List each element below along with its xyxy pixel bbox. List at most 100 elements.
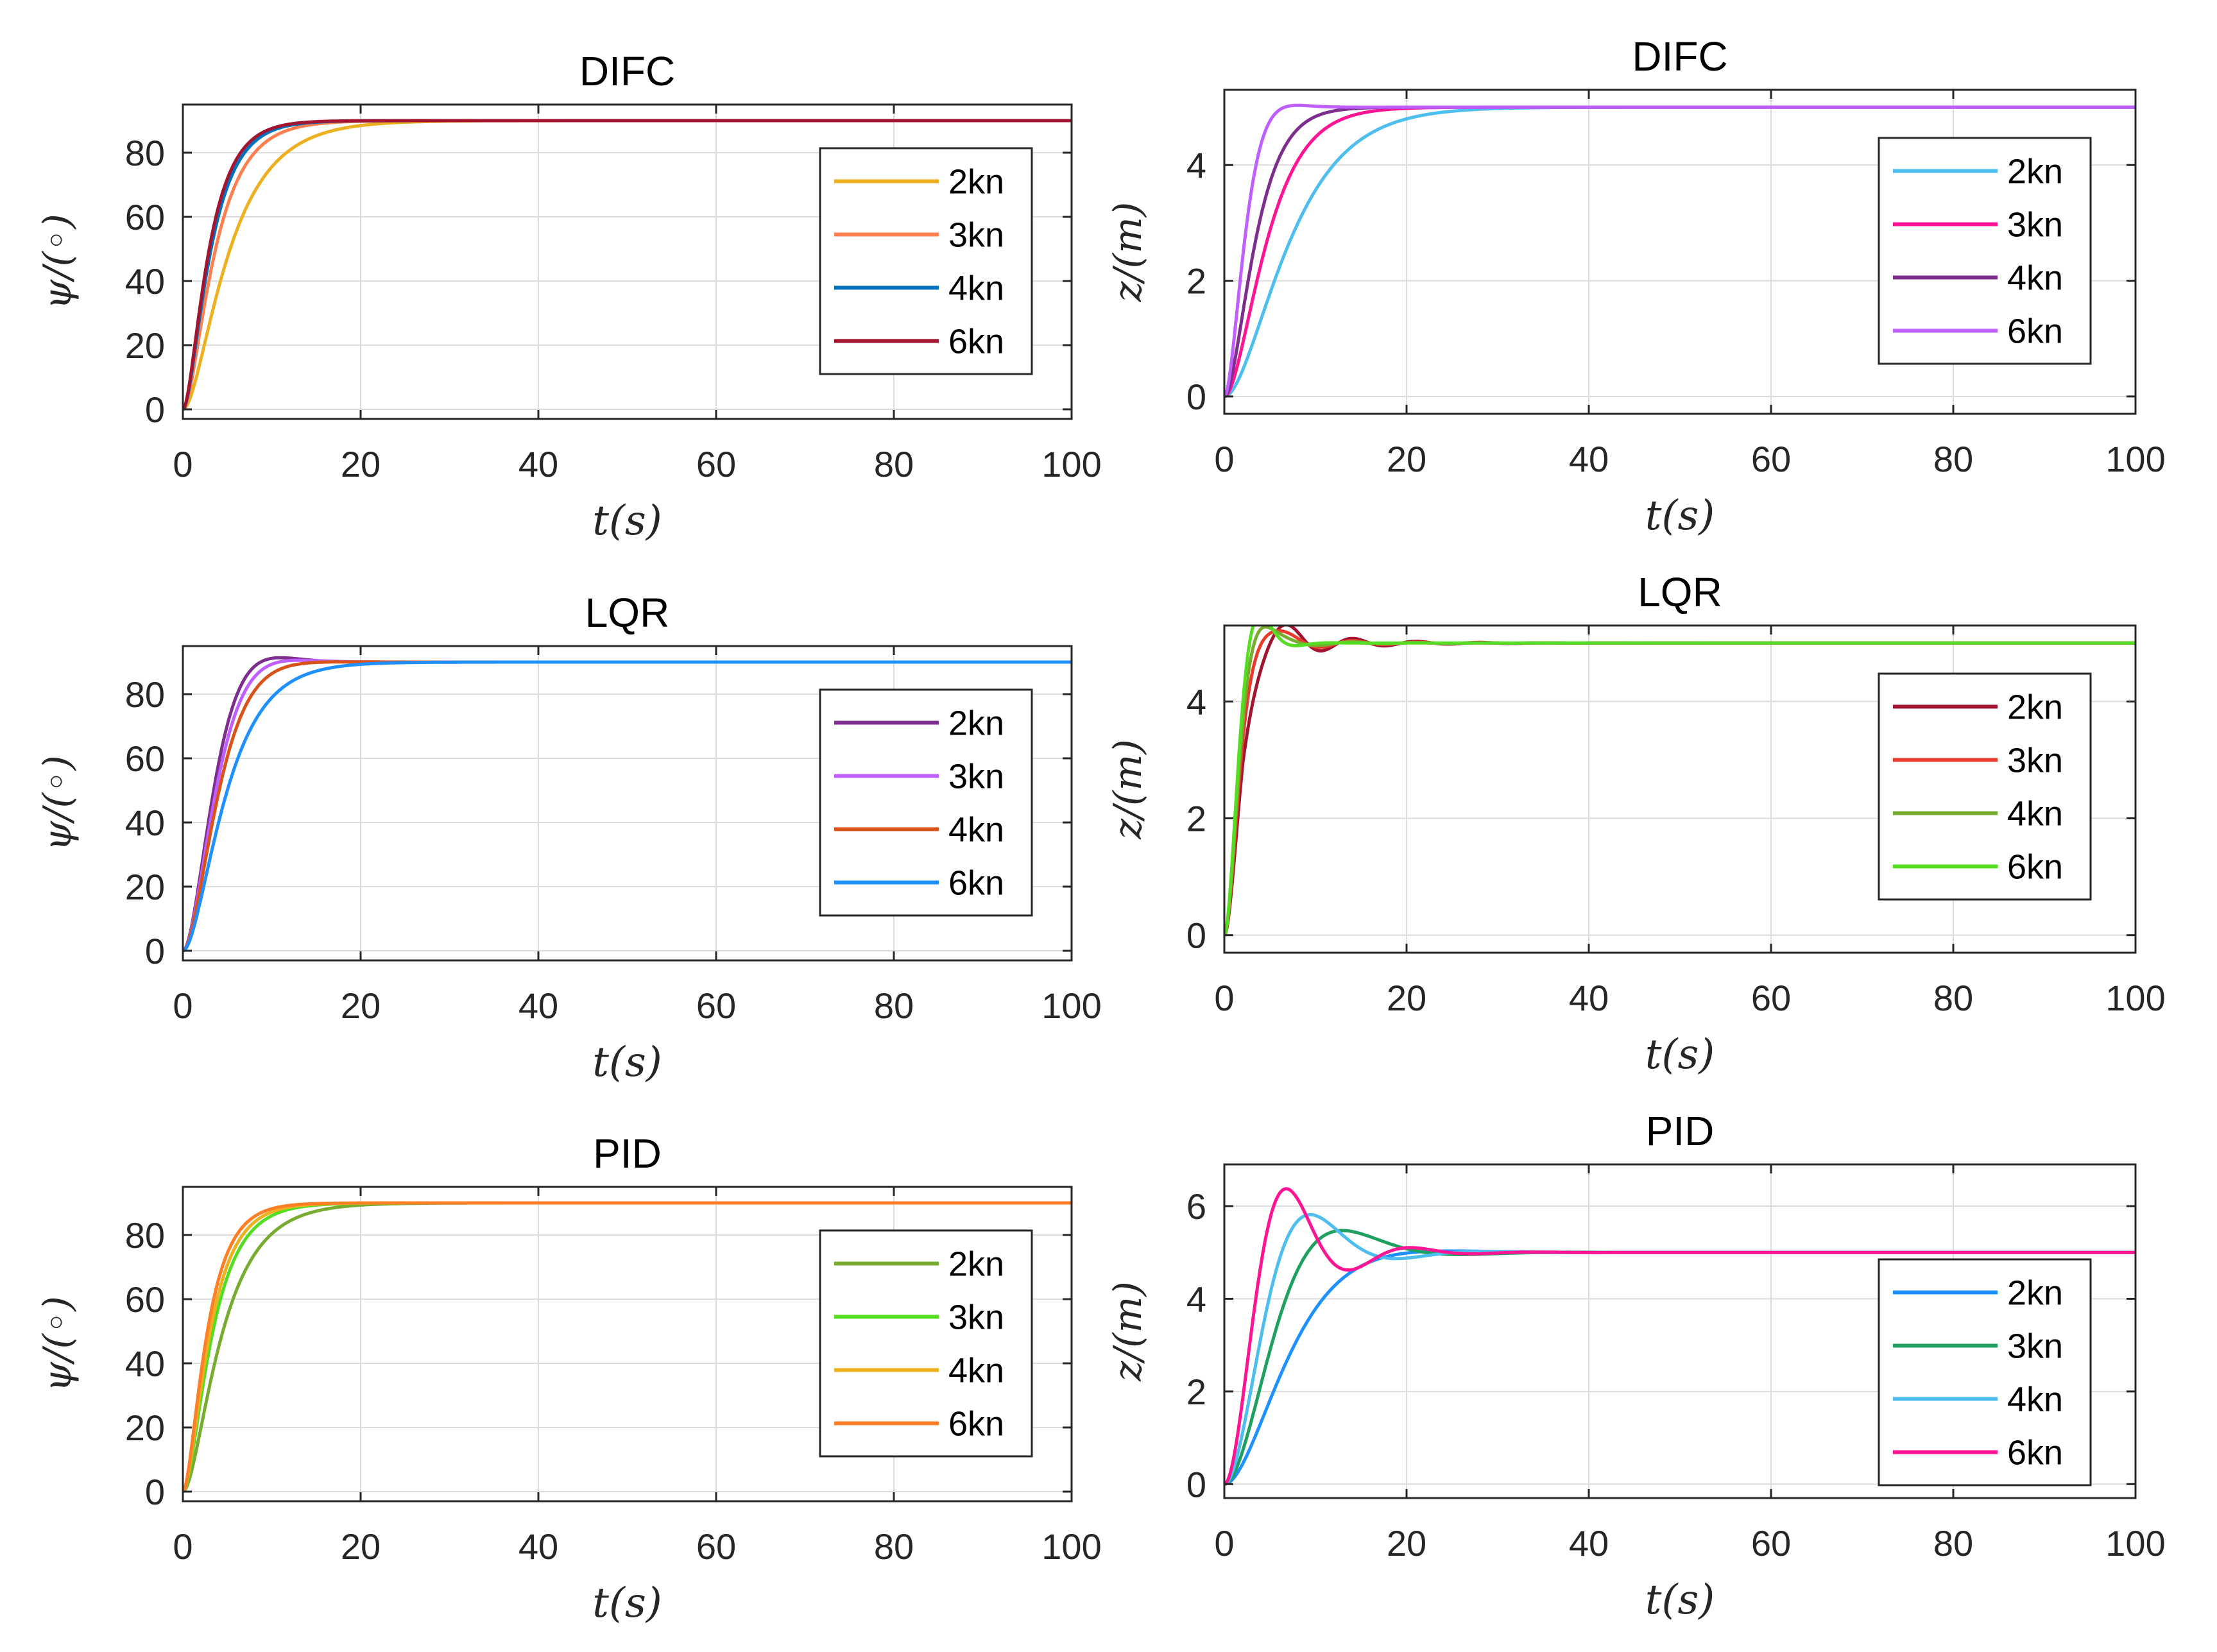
x-tick-label: 40 — [518, 444, 558, 484]
x-tick-label: 20 — [341, 1526, 381, 1567]
x-tick-label: 100 — [2105, 1523, 2165, 1563]
x-tick-label: 60 — [1751, 1523, 1791, 1563]
legend: 2kn 3kn 4kn 6kn — [1879, 674, 2091, 899]
y-tick-label: 0 — [1186, 377, 1206, 417]
legend-label-4kn: 4kn — [948, 269, 1004, 308]
legend-label-4kn: 4kn — [2007, 1381, 2063, 1419]
y-tick-label: 6 — [1186, 1186, 1206, 1227]
x-tick-label: 0 — [173, 1526, 193, 1567]
legend-label-2kn: 2kn — [948, 163, 1004, 201]
x-tick-label: 20 — [341, 444, 381, 484]
legend-label-6kn: 6kn — [2007, 848, 2063, 887]
x-tick-label: 20 — [1387, 439, 1426, 479]
legend-label-3kn: 3kn — [2007, 742, 2063, 780]
chart-title: DIFC — [1632, 33, 1727, 80]
y-tick-label: 0 — [145, 1472, 165, 1512]
legend: 2kn 3kn 4kn 6kn — [1879, 1259, 2091, 1485]
y-tick-label: 80 — [125, 674, 165, 715]
x-tick-label: 20 — [1387, 1523, 1426, 1563]
legend-label-2kn: 2kn — [948, 1245, 1004, 1284]
legend-label-6kn: 6kn — [2007, 312, 2063, 351]
legend-label-2kn: 2kn — [2007, 153, 2063, 191]
x-tick-label: 60 — [696, 1526, 736, 1567]
x-tick-label: 80 — [1933, 1523, 1973, 1563]
y-tick-label: 20 — [125, 1408, 165, 1448]
x-axis-label: t(s) — [592, 1580, 662, 1627]
x-tick-label: 40 — [518, 985, 558, 1026]
x-tick-label: 80 — [874, 985, 914, 1026]
y-tick-label: 60 — [125, 1279, 165, 1320]
x-axis-label: t(s) — [1645, 492, 1715, 540]
x-tick-label: 40 — [518, 1526, 558, 1567]
y-tick-label: 4 — [1186, 681, 1206, 722]
x-axis-label: t(s) — [592, 1039, 662, 1086]
x-tick-label: 80 — [1933, 978, 1973, 1018]
legend-label-3kn: 3kn — [948, 216, 1004, 255]
x-tick-label: 0 — [1214, 439, 1234, 479]
y-tick-label: 40 — [125, 261, 165, 302]
chart-title: PID — [593, 1130, 662, 1177]
y-axis-label: z/(m) — [1106, 1281, 1151, 1382]
y-tick-label: 20 — [125, 325, 165, 366]
legend-label-2kn: 2kn — [2007, 688, 2063, 727]
x-tick-label: 0 — [173, 444, 193, 484]
x-axis-label: t(s) — [1645, 1031, 1715, 1078]
chart-title: LQR — [1638, 569, 1722, 615]
legend: 2kn 3kn 4kn 6kn — [820, 1230, 1032, 1456]
chart-title: LQR — [585, 590, 670, 636]
legend-label-6kn: 6kn — [948, 323, 1004, 361]
y-tick-label: 4 — [1186, 145, 1206, 185]
x-tick-label: 20 — [341, 985, 381, 1026]
legend: 2kn 3kn 4kn 6kn — [820, 690, 1032, 915]
y-axis-label: ψ/(◦) — [35, 214, 80, 309]
x-tick-label: 80 — [1933, 439, 1973, 479]
y-tick-label: 0 — [145, 931, 165, 971]
x-tick-label: 100 — [1041, 1526, 1101, 1567]
y-tick-label: 2 — [1186, 261, 1206, 302]
y-tick-label: 0 — [1186, 1464, 1206, 1504]
x-tick-label: 80 — [874, 444, 914, 484]
legend-label-6kn: 6kn — [948, 864, 1004, 903]
y-axis-label: ψ/(◦) — [35, 755, 80, 851]
legend-label-3kn: 3kn — [948, 758, 1004, 796]
y-axis-label: ψ/(◦) — [35, 1296, 80, 1392]
y-tick-label: 2 — [1186, 799, 1206, 839]
legend-label-4kn: 4kn — [2007, 795, 2063, 833]
legend-label-4kn: 4kn — [948, 1352, 1004, 1390]
x-axis-label: t(s) — [1645, 1576, 1715, 1624]
y-tick-label: 0 — [1186, 915, 1206, 956]
y-tick-label: 0 — [145, 389, 165, 430]
y-axis-label: z/(m) — [1106, 202, 1151, 303]
legend: 2kn 3kn 4kn 6kn — [1879, 138, 2091, 364]
legend-label-6kn: 6kn — [2007, 1434, 2063, 1472]
x-tick-label: 60 — [696, 985, 736, 1026]
legend-label-2kn: 2kn — [948, 704, 1004, 743]
x-tick-label: 0 — [1214, 978, 1234, 1018]
x-tick-label: 0 — [173, 985, 193, 1026]
x-tick-label: 20 — [1387, 978, 1426, 1018]
x-tick-label: 100 — [2105, 978, 2165, 1018]
figure: 0 20 40 60 80 100020406080DIFCt(s)ψ/(◦)2kn3kn… — [0, 0, 2217, 1652]
x-tick-label: 80 — [874, 1526, 914, 1567]
y-tick-label: 40 — [125, 1343, 165, 1384]
x-tick-label: 0 — [1214, 1523, 1234, 1563]
legend-label-4kn: 4kn — [2007, 259, 2063, 298]
x-tick-label: 40 — [1569, 1523, 1609, 1563]
y-tick-label: 60 — [125, 197, 165, 237]
y-tick-label: 40 — [125, 803, 165, 843]
x-tick-label: 40 — [1569, 439, 1609, 479]
x-tick-label: 40 — [1569, 978, 1609, 1018]
x-tick-label: 100 — [1041, 985, 1101, 1026]
x-tick-label: 60 — [1751, 439, 1791, 479]
y-axis-label: z/(m) — [1106, 739, 1151, 840]
x-tick-label: 60 — [696, 444, 736, 484]
x-tick-label: 100 — [2105, 439, 2165, 479]
chart-title: PID — [1646, 1108, 1715, 1154]
legend-label-2kn: 2kn — [2007, 1274, 2063, 1313]
y-tick-label: 60 — [125, 738, 165, 779]
y-tick-label: 80 — [125, 1215, 165, 1256]
y-tick-label: 2 — [1186, 1372, 1206, 1412]
y-tick-label: 80 — [125, 133, 165, 173]
legend-label-3kn: 3kn — [2007, 1327, 2063, 1366]
legend-label-3kn: 3kn — [2007, 206, 2063, 244]
